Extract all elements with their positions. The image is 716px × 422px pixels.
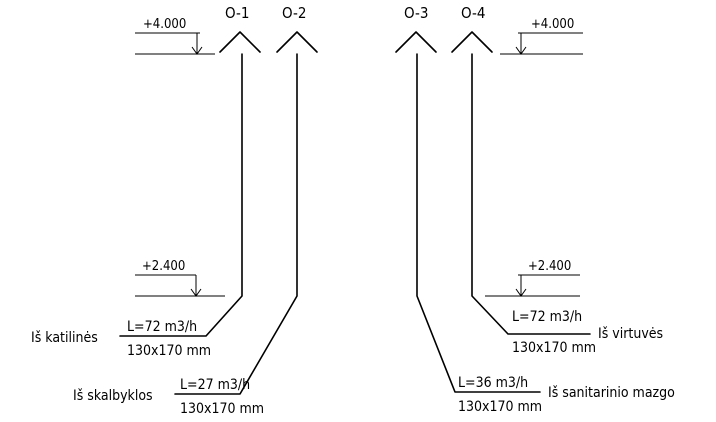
duct-cap	[276, 31, 318, 53]
duct-flow-label: L=27 m3/h	[180, 377, 250, 393]
duct-id-label: O-4	[461, 4, 486, 22]
duct-source-label: Iš skalbyklos	[73, 388, 153, 404]
level-marker-left-bottom: +2.400	[135, 259, 225, 297]
duct-source-label: Iš virtuvės	[598, 326, 663, 342]
level-marker-right-top: +4.000	[500, 17, 583, 55]
level-label: +4.000	[143, 17, 186, 32]
duct-id-label: O-3	[404, 4, 429, 22]
duct-cap	[451, 31, 493, 53]
level-label: +2.400	[528, 259, 571, 274]
duct-source-label: Iš katilinės	[31, 330, 98, 346]
duct-size-label: 130x170 mm	[512, 340, 596, 356]
duct-flow-label: L=36 m3/h	[458, 375, 528, 391]
duct-size-label: 130x170 mm	[180, 401, 264, 417]
duct-size-label: 130x170 mm	[458, 399, 542, 415]
duct-id-label: O-2	[282, 4, 307, 22]
duct-size-label: 130x170 mm	[127, 343, 211, 359]
duct-o3: O-3 L=36 m3/h 130x170 mm Iš sanitarinio …	[395, 4, 675, 415]
level-marker-left-top: +4.000	[135, 17, 215, 55]
level-label: +2.400	[142, 259, 185, 274]
duct-line	[471, 53, 591, 335]
duct-cap	[219, 31, 261, 53]
duct-line	[119, 53, 243, 337]
duct-flow-label: L=72 m3/h	[512, 309, 582, 325]
duct-source-label: Iš sanitarinio mazgo	[548, 385, 675, 401]
duct-id-label: O-1	[225, 4, 250, 22]
duct-o2: O-2 L=27 m3/h 130x170 mm Iš skalbyklos	[73, 4, 318, 417]
duct-flow-label: L=72 m3/h	[127, 319, 197, 335]
duct-o1: O-1 L=72 m3/h 130x170 mm Iš katilinės	[31, 4, 261, 359]
duct-line	[174, 53, 298, 395]
duct-cap	[395, 31, 437, 53]
duct-line	[416, 53, 541, 393]
level-marker-right-bottom: +2.400	[485, 259, 580, 297]
duct-o4: O-4 L=72 m3/h 130x170 mm Iš virtuvės	[451, 4, 663, 356]
level-label: +4.000	[531, 17, 574, 32]
